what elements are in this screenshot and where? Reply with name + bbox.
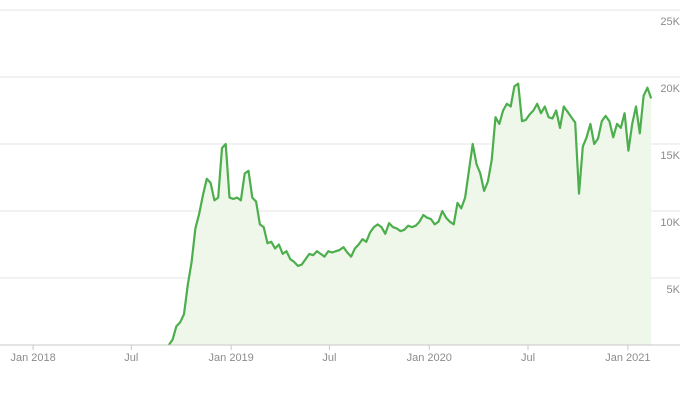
y-tick-label-3: 20K xyxy=(660,83,680,95)
x-tick-label-2: Jan 2019 xyxy=(209,352,254,364)
x-tick-label-4: Jan 2020 xyxy=(407,352,452,364)
x-tick-label-0: Jan 2018 xyxy=(10,352,55,364)
x-axis-tick-labels: Jan 2018 Jul Jan 2019 Jul Jan 2020 Jul Jan 202… xyxy=(10,352,650,364)
x-axis xyxy=(0,344,680,350)
area-layer xyxy=(168,83,652,345)
y-tick-label-0: 5K xyxy=(667,284,681,296)
y-tick-label-2: 15K xyxy=(660,150,680,162)
x-tick-label-5: Jul xyxy=(521,352,535,364)
y-axis-tick-labels: 5K 10K 15K 20K 25K xyxy=(660,16,680,296)
series-line[interactable] xyxy=(167,82,653,346)
series-line-layer xyxy=(167,82,653,346)
x-tick-label-6: Jan 2021 xyxy=(605,352,650,364)
y-tick-label-4: 25K xyxy=(660,16,680,28)
x-tick-label-3: Jul xyxy=(322,352,336,364)
y-tick-label-1: 10K xyxy=(660,217,680,229)
series-area xyxy=(168,83,652,345)
x-tick-label-1: Jul xyxy=(124,352,138,364)
